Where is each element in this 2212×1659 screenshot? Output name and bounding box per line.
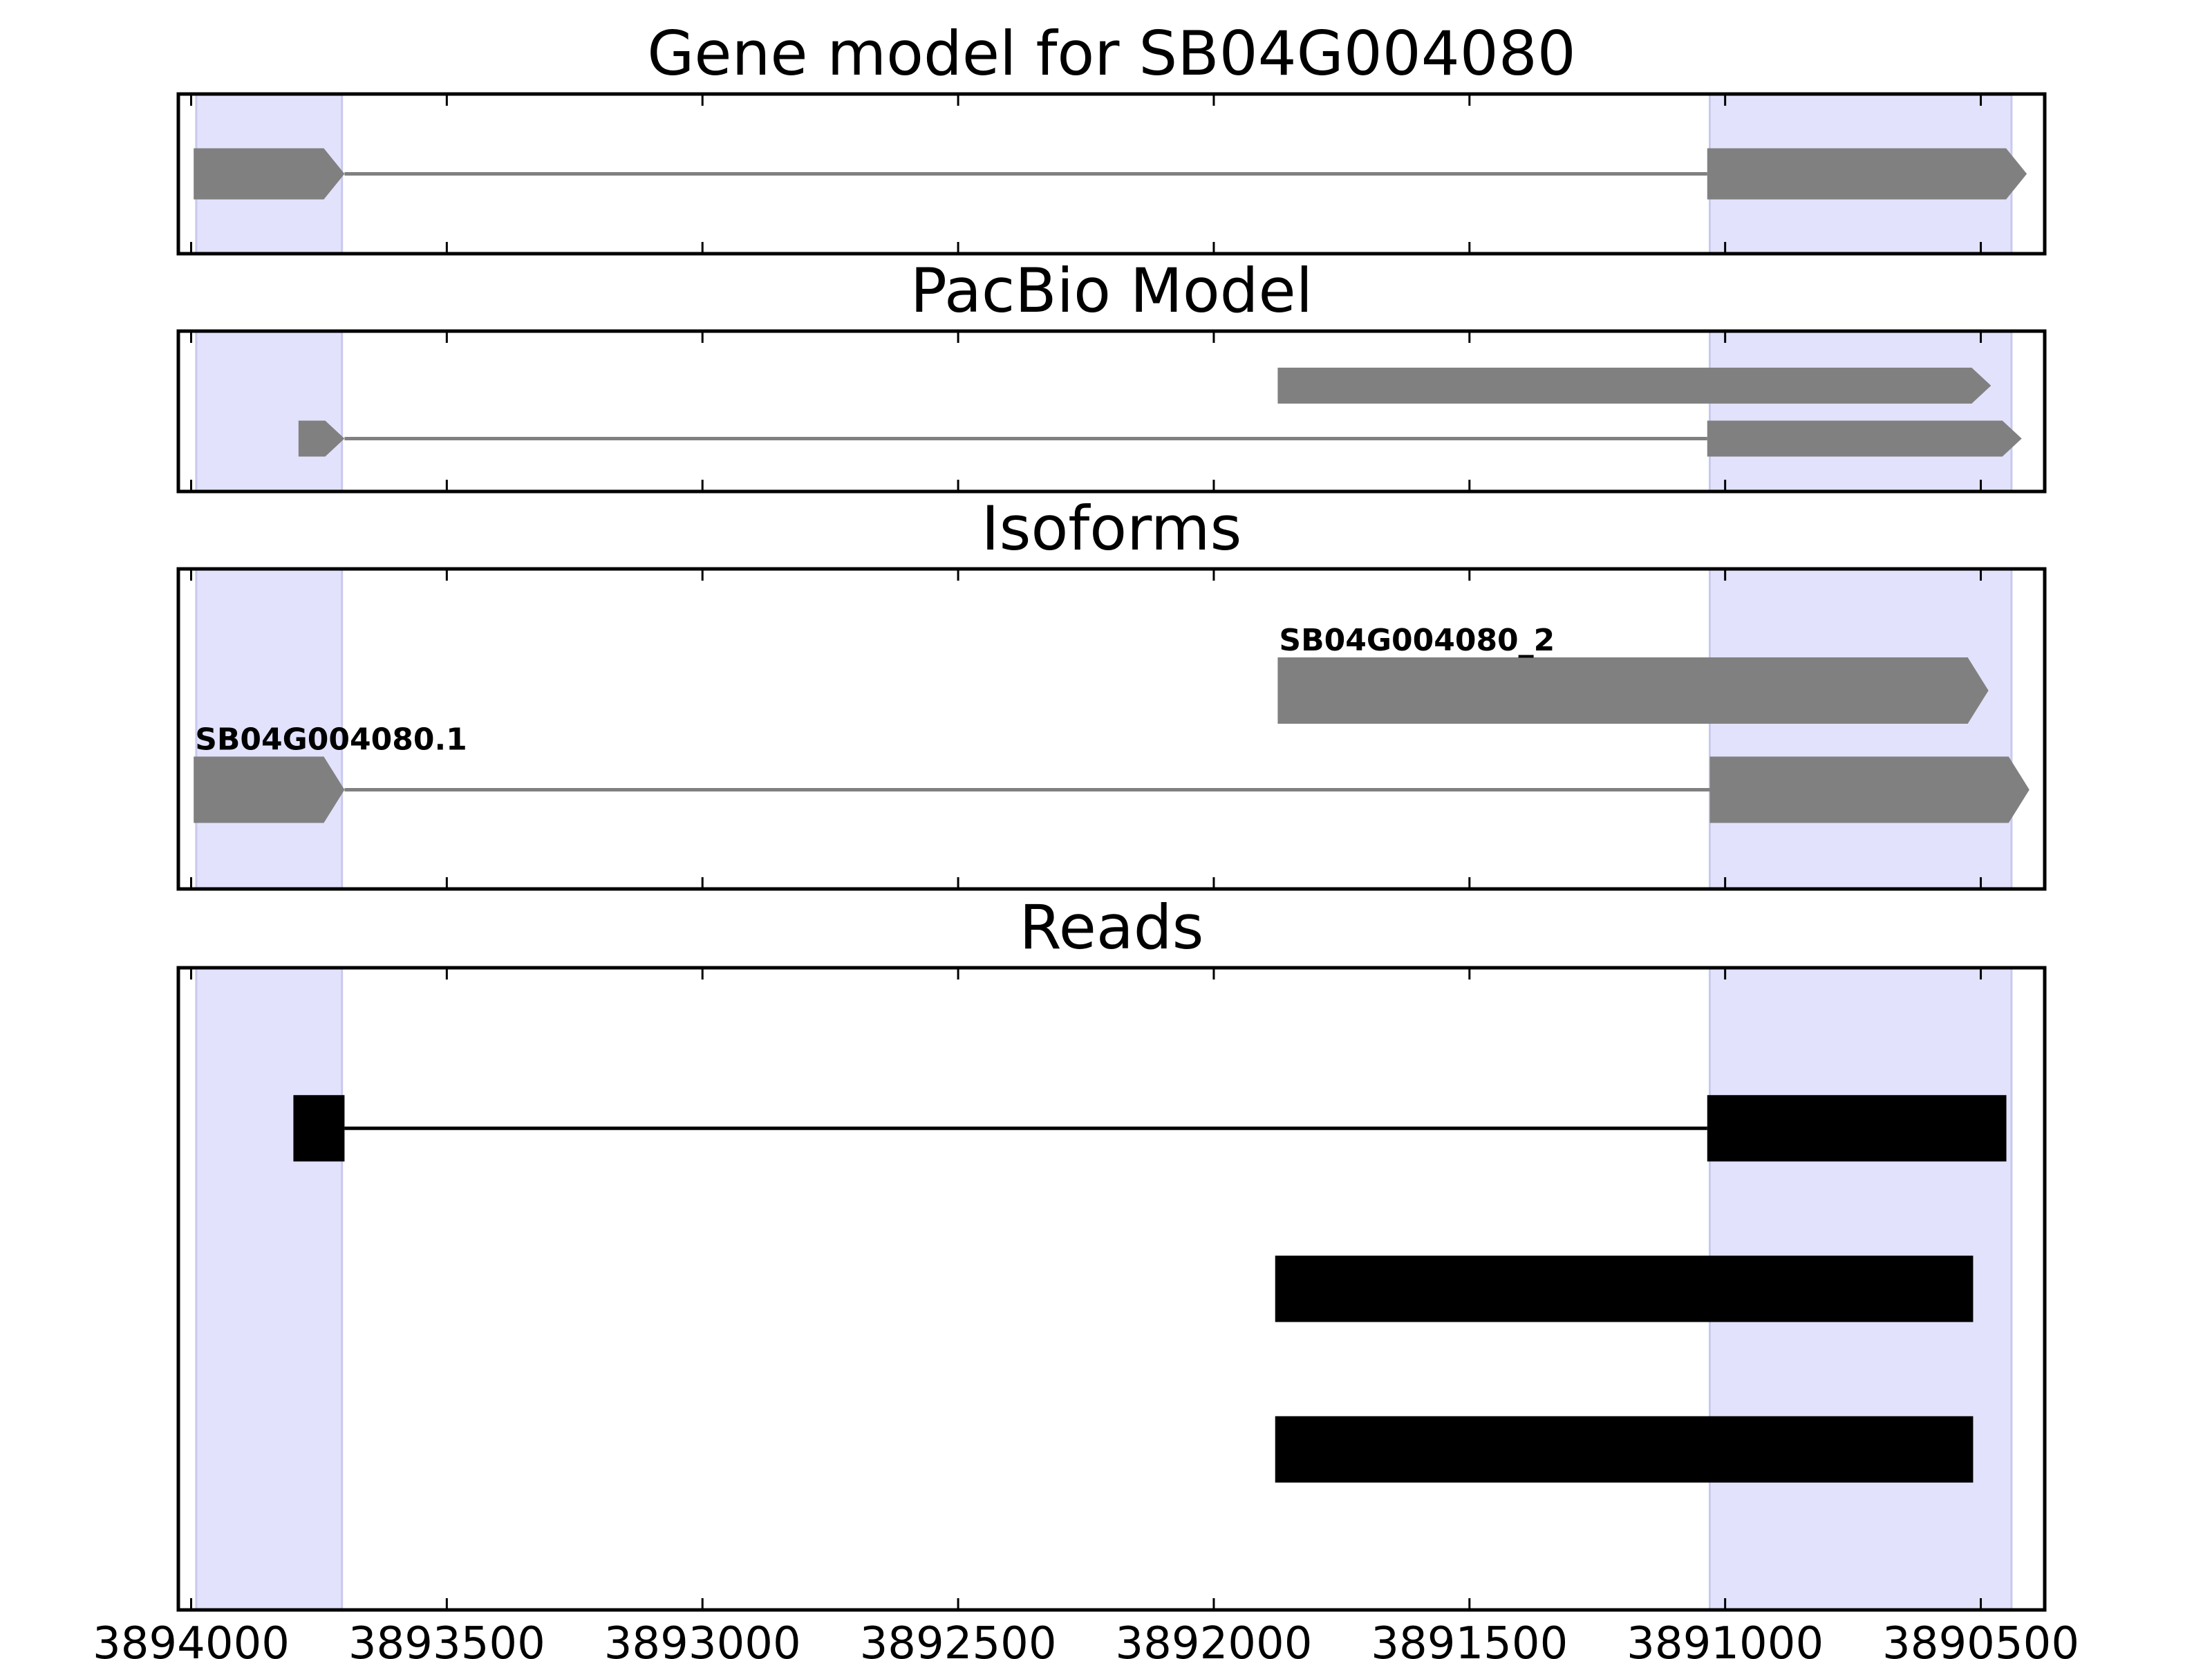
exon-1 <box>1275 1416 1974 1483</box>
x-tick-label: 3893500 <box>348 1618 545 1659</box>
exon-1 <box>194 756 345 823</box>
read-3 <box>1275 1416 1974 1483</box>
highlight-region-1 <box>195 568 344 890</box>
axes-frame <box>176 92 2047 256</box>
read-2 <box>1275 1255 1974 1322</box>
exon-2 <box>1707 148 2027 200</box>
axes-frame <box>176 329 2047 494</box>
exon-1 <box>194 148 345 200</box>
exon-2 <box>1707 420 2022 457</box>
transcript-2 <box>298 420 2022 457</box>
exon-1 <box>293 1095 345 1162</box>
panel-title: Reads <box>1020 892 1204 963</box>
panel-gene-model: Gene model for SB04G004080 <box>176 18 2047 256</box>
x-tick-label: 3893000 <box>604 1618 801 1659</box>
exon-2 <box>1707 1095 2007 1162</box>
transcript-1 <box>194 148 2027 200</box>
x-tick-label: 3892000 <box>1115 1618 1312 1659</box>
panel-title: Gene model for SB04G004080 <box>647 18 1576 89</box>
read-1 <box>293 1095 2007 1162</box>
panel-pacbio-model: PacBio Model <box>176 255 2047 494</box>
exon-1 <box>298 420 345 457</box>
x-tick-label: 3891000 <box>1627 1618 1824 1659</box>
exon-1 <box>1275 1255 1974 1322</box>
exon-1 <box>1277 367 1991 404</box>
highlight-region-2 <box>1708 568 2013 890</box>
x-tick-label: 3890500 <box>1882 1618 2079 1659</box>
transcript-1: SB04G004080_2 <box>1277 623 1989 724</box>
exon-1 <box>1277 657 1989 724</box>
panel-reads: Reads <box>176 892 2047 1612</box>
exon-2 <box>1709 756 2030 823</box>
axes-frame <box>176 966 2047 1612</box>
highlight-region-1 <box>195 330 344 493</box>
transcript-2: SB04G004080.1 <box>194 722 2030 823</box>
isoform-label: SB04G004080.1 <box>195 722 467 757</box>
x-tick-label: 3894000 <box>93 1618 290 1659</box>
axes-frame <box>176 567 2047 891</box>
panel-title: PacBio Model <box>910 255 1313 326</box>
x-tick-label: 3892500 <box>860 1618 1057 1659</box>
highlight-region-1 <box>195 966 344 1611</box>
panel-isoforms: SB04G004080_2 SB04G004080.1 Isoforms <box>176 493 2047 891</box>
panel-title: Isoforms <box>982 493 1242 564</box>
transcript-1 <box>1277 367 1991 404</box>
isoform-label: SB04G004080_2 <box>1279 623 1555 658</box>
highlight-region-2 <box>1708 330 2013 493</box>
x-tick-label: 3891500 <box>1371 1618 1568 1659</box>
